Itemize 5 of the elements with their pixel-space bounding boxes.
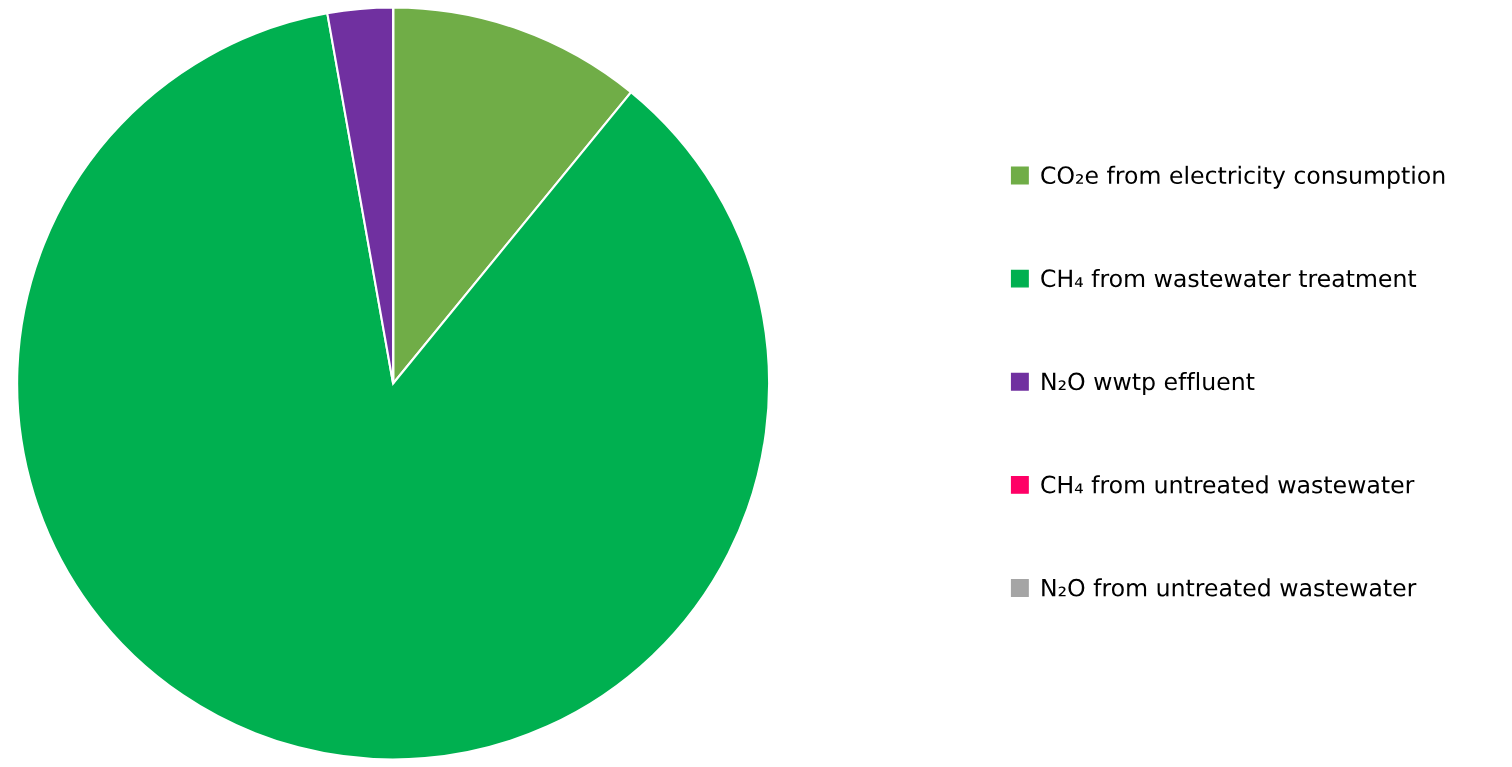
legend-label: CH₄ from wastewater treatment bbox=[1041, 268, 1417, 288]
legend-label: CO₂e from electricity consumption bbox=[1041, 165, 1445, 189]
legend-label: N₂O wwtp effluent bbox=[1042, 372, 1255, 395]
legend-label: CH₄ from untreated wastewater bbox=[1041, 475, 1415, 494]
legend-label: N₂O from untreated wastewater bbox=[1042, 578, 1417, 597]
